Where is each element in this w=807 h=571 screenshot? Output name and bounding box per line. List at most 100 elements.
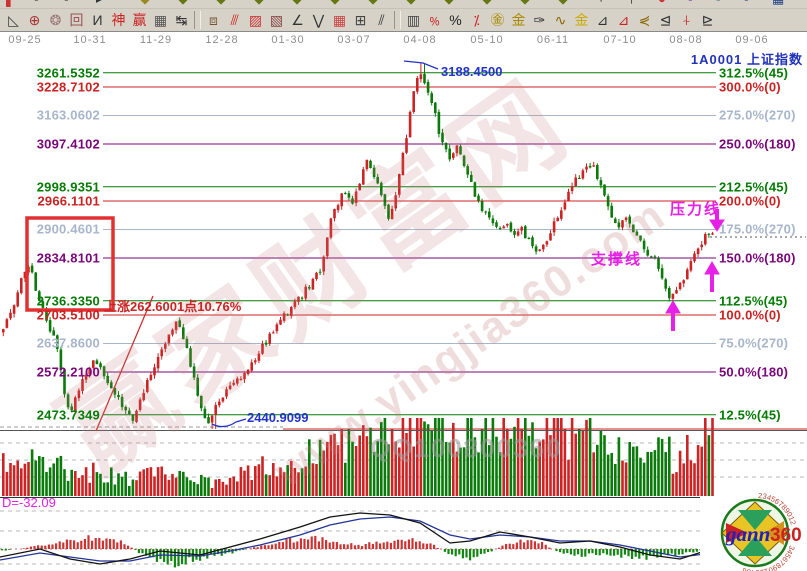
up-arrow-head [704,261,720,275]
toolbar-clipped-icon: ◆ [520,0,530,7]
toolbar-clipped-icon: ◆ [482,0,492,7]
low-price-marker: 2440.9099 [247,410,309,425]
gann-level-percent-label: 212.5%(45) [719,179,789,195]
toolbar-separator [394,11,401,29]
trend-line[interactable] [95,295,154,432]
gann-wheel-icon[interactable]: ❂ [49,12,62,28]
toolbar-clipped-icon: ▪ [744,0,749,7]
gann-level-percent-label: 150.0%(180) [719,250,796,266]
gann-level-price-label: 2900.4601 [36,221,100,237]
date-axis-label: 04-08 [403,34,437,46]
highlight-rectangle[interactable] [25,216,115,312]
gann-level-price-label: 2637.8600 [36,335,100,351]
toolbar-clipped-icon: ▦ [772,0,784,7]
gann-level-price-label: 2834.8101 [36,250,100,266]
resistance-mark-icon[interactable]: ⍭ [682,12,691,28]
low-pointer-curve [211,418,247,428]
gann-level-price-label: 2966.1101 [37,193,100,209]
gann-level-price-label: 2572.2100 [36,364,100,380]
triangle-ruler-icon[interactable]: ◺ [8,12,19,28]
peak-price-marker: 3188.4500 [441,64,503,79]
axis-grid-icon[interactable]: ⊞ [354,12,367,28]
date-axis-label: 01-30 [271,34,305,46]
logo-triangle-right [764,521,784,545]
toolbar-clipped-icon: ▪ [34,0,39,7]
percent-strike-icon[interactable]: ﹪ [427,12,442,28]
gann-fan-icon[interactable]: ⫻ [230,12,239,28]
zigzag-icon[interactable]: ⋁ [312,12,325,28]
logo-triangle-bottom [738,536,772,556]
gann-level-price-label: 3228.7102 [36,79,100,95]
gold-ratio-icon[interactable]: 金 [574,12,589,28]
gold-circle-icon[interactable]: ㊎ [490,12,505,28]
percent-lines-icon[interactable]: ⁒ [473,12,480,28]
qq-watermark: QQ100800360 [370,433,563,463]
toolbar-clipped-icon: ▪ [64,0,69,7]
gann-level-price-label: 3163.0602 [36,107,100,123]
fan-box-icon[interactable]: ▨ [248,12,263,28]
indicator-d-value: D=-32.09 [2,495,56,510]
toolbar-clipped-icon: ● [658,0,666,7]
toolbar-clipped-icon: ⌐ [600,0,608,7]
date-axis-label: 10-31 [73,34,107,46]
angle-tool-icon[interactable]: ∠ [291,12,304,28]
gann-level-price-label: 2998.9351 [36,179,100,195]
date-axis-label: 09-25 [8,34,42,46]
gann-level-percent-label: 312.5%(45) [719,65,789,81]
toolbar-clipped-icon: ◆ [292,0,302,7]
wave-count-icon[interactable]: И [92,12,103,28]
speed-resistance-icon[interactable]: ⊴ [659,12,672,28]
gann-level-percent-label: 50.0%(180) [719,364,789,380]
gann-level-price-label: 3097.4102 [36,136,100,152]
symbol-label: 1A0001 上证指数 [690,52,803,67]
ying-tool-icon[interactable]: 赢 [132,12,147,28]
toolbar-top-row: ▌ ▪ ▪ ▸ ◆ ◆ ◆ ◆ ◆ ◆ ◆ ◆ ◆ ◆ ◆ ◆ ⌐ † ● ▪ ▫ ▪ ▦ [0,0,807,9]
shen-tool-icon[interactable]: 神 [111,12,126,28]
gann-level-price-label: 2703.5100 [36,307,100,323]
date-axis-label: 08-08 [669,34,703,46]
gann-level-price-label: 3261.5352 [36,65,100,81]
logo-text-gann: gann [725,522,770,546]
pressure-line-label: 压力线 [670,201,722,218]
toolbar-clipped-icon: ◆ [406,0,416,7]
channel-icon[interactable]: ⊵ [701,12,714,28]
toolbar-clipped-icon: ▸ [96,0,103,7]
gann-level-percent-label: 12.5%(45) [719,407,781,423]
candles-layer [2,63,714,429]
date-axis-label: 09-06 [735,34,769,46]
box-select-icon[interactable]: ⧈ [209,12,218,28]
percent-icon[interactable]: % [449,12,462,28]
price-grid-icon[interactable]: ▦ [332,12,347,28]
square-of-nine-icon[interactable]: 回 [69,12,84,28]
wave-tool-icon[interactable]: ∿ [554,12,567,28]
f-angle-icon[interactable]: ⊿ [617,12,630,28]
width-measure-icon[interactable]: ↹ [175,12,188,28]
fork-icon[interactable]: ⋞ [638,12,651,28]
gann-level-percent-label: 300.0%(0) [719,79,781,95]
pen-icon[interactable]: ✑ [533,12,546,28]
date-axis-label: 06-11 [536,34,570,46]
gann-level-percent-label: 100.0%(0) [719,307,781,323]
rise-annotation: 上涨262.6001点10.76% [104,299,242,314]
toolbar-clipped-icon: ◆ [216,0,226,7]
gann-circle-icon[interactable]: ⊕ [28,12,41,28]
logo-triangle-top [738,510,772,530]
date-axis-label: 05-10 [470,34,504,46]
number-grid-icon[interactable]: ▦ [153,12,168,28]
gann-level-percent-label: 175.0%(270) [719,221,796,237]
gold-section-icon[interactable]: 金 [511,12,526,28]
parallel-lines-icon[interactable]: ⫽ [378,12,385,28]
date-axis-label: 03-07 [337,34,371,46]
magenta-arrows [665,209,725,331]
toolbar-clipped-icon: ◆ [178,0,188,7]
date-axis-label: 11-29 [139,34,173,46]
gann-level-price-label: 2473.7349 [36,407,100,423]
volume-columns-icon[interactable]: ▥ [406,12,421,28]
logo-diamond [721,501,789,565]
fan-square-icon[interactable]: ▧ [269,12,284,28]
gann-level-percent-label: 75.0%(270) [719,335,789,351]
toolbar-clipped-icon: ◆ [140,0,150,7]
j-angle-icon[interactable]: ⊿ [596,12,609,28]
